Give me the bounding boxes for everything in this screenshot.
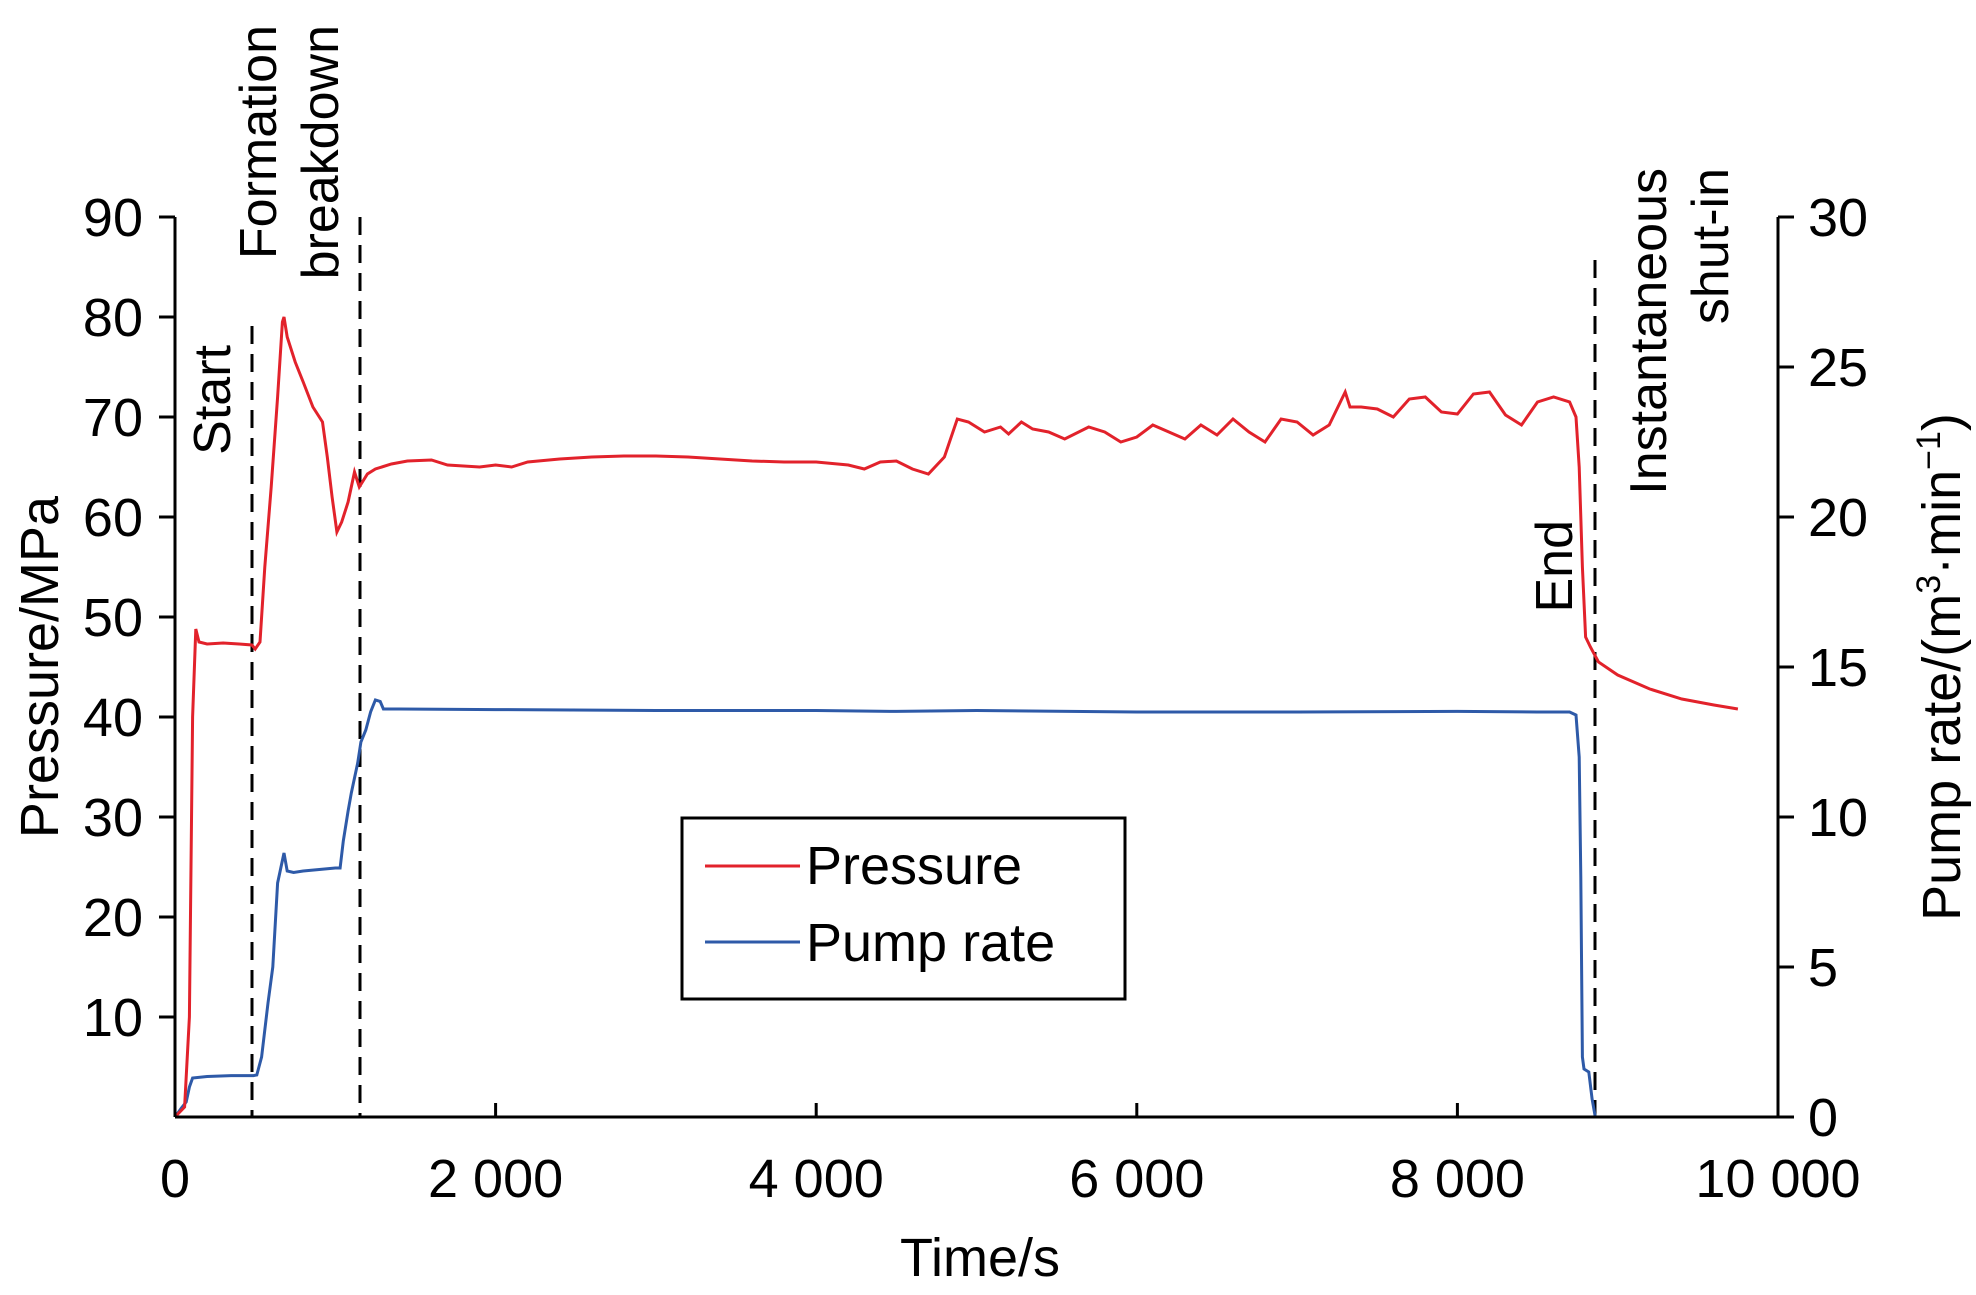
left-tick-label: 60 [83, 488, 143, 548]
annotation-label-formation-breakdown: breakdown [292, 25, 350, 279]
right-axis-title-end: ) [1912, 413, 1972, 431]
series-line-pump-rate [173, 698, 1778, 1119]
x-tick-label: 2 000 [428, 1149, 563, 1209]
right-axis-title-main: Pump rate/(m [1912, 594, 1972, 921]
annotation-label-instantaneous-shut-in: Instantaneous [1620, 168, 1678, 495]
annotation-label-formation-breakdown: Formation [230, 25, 288, 259]
x-axis-ticks: 0 2 000 4 000 6 000 8 000 10 000 [160, 1103, 1861, 1209]
right-axis-title-sup-3: 3 [1910, 575, 1948, 594]
left-tick-label: 90 [83, 188, 143, 248]
left-tick-label: 80 [83, 288, 143, 348]
x-axis-title: Time/s [900, 1228, 1060, 1288]
annotation-label-instantaneous-shut-in: shut-in [1682, 168, 1740, 324]
x-tick-label: 0 [160, 1149, 190, 1209]
x-tick-label: 8 000 [1390, 1149, 1525, 1209]
right-tick-label: 25 [1808, 338, 1868, 398]
legend-box [680, 816, 1127, 1001]
annotation-label-start: Start [184, 344, 242, 454]
right-axis-title: Pump rate/(m3·min−1) [1910, 413, 1972, 921]
left-axis-ticks: 10 20 30 40 50 60 70 80 90 [83, 188, 175, 1048]
left-tick-label: 50 [83, 588, 143, 648]
right-tick-label: 10 [1808, 788, 1868, 848]
annotation-label-end: End [1526, 520, 1584, 613]
annotations: Start Formation breakdown End Instantaneous s… [184, 25, 1740, 1117]
left-tick-label: 10 [83, 988, 143, 1048]
legend-label-pressure: Pressure [806, 836, 1022, 896]
right-tick-label: 30 [1808, 188, 1868, 248]
right-axis-title-sup-minus1: −1 [1910, 431, 1948, 470]
x-tick-label: 4 000 [749, 1149, 884, 1209]
right-axis-title-mid: ·min [1912, 470, 1972, 575]
x-tick-label: 10 000 [1695, 1149, 1860, 1209]
right-tick-label: 5 [1808, 938, 1838, 998]
legend: Pressure Pump rate [680, 816, 1127, 1001]
left-tick-label: 20 [83, 888, 143, 948]
left-tick-label: 30 [83, 788, 143, 848]
series-line-pressure [173, 316, 1739, 1119]
right-axis-ticks: 0 5 10 15 20 25 30 [1778, 188, 1868, 1148]
left-axis-title: Pressure/MPa [10, 495, 70, 838]
right-tick-label: 20 [1808, 488, 1868, 548]
x-tick-label: 6 000 [1069, 1149, 1204, 1209]
left-tick-label: 40 [83, 688, 143, 748]
left-tick-label: 70 [83, 388, 143, 448]
right-tick-label: 15 [1808, 638, 1868, 698]
right-tick-label: 0 [1808, 1088, 1838, 1148]
legend-label-pump-rate: Pump rate [806, 913, 1055, 973]
